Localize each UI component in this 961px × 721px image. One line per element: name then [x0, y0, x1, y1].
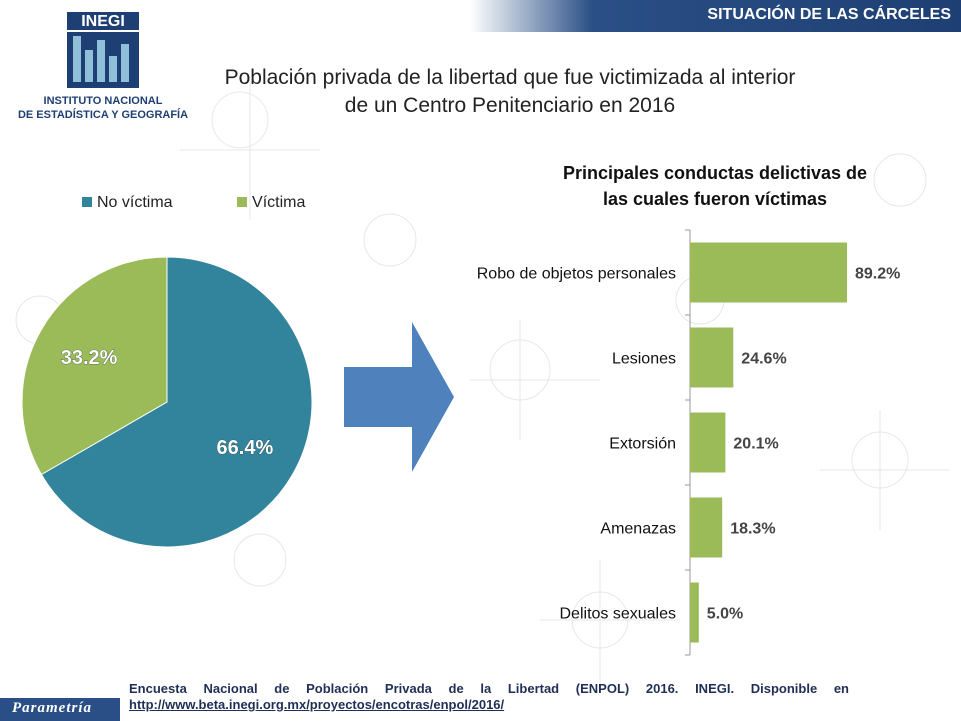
bar-chart-title: Principales conductas delictivas de las …	[545, 160, 885, 212]
bar	[690, 242, 847, 303]
bar-value-label: 89.2%	[855, 266, 900, 283]
bar-category-label: Robo de objetos personales	[477, 266, 676, 283]
pie-slice-no-v-ctima	[40, 256, 313, 548]
inegi-logo: INEGI INSTITUTO NACIONAL DE ESTADÍSTICA …	[18, 12, 188, 121]
bar-value-label: 5.0%	[707, 606, 743, 623]
bar-category-label: Extorsión	[609, 436, 676, 453]
pie-label-no-v-ctima: 66.4%	[217, 437, 274, 459]
header-bar: SITUACIÓN DE LAS CÁRCELES	[470, 0, 961, 32]
right-arrow-icon	[344, 322, 454, 472]
page-title-line1: Población privada de la libertad que fue…	[224, 66, 796, 89]
legend-swatch-no-victima	[82, 196, 92, 207]
pie-legend: No víctima Víctima	[82, 194, 365, 212]
bar-category-label: Lesiones	[612, 351, 676, 368]
legend-item-victima: Víctima	[237, 194, 305, 212]
bar	[690, 582, 699, 643]
bar-chart-title-line2: las cuales fueron víctimas	[602, 189, 828, 209]
source-note: Encuesta Nacional de Población Privada d…	[129, 681, 849, 696]
page-title-line2: de un Centro Penitenciario en 2016	[344, 94, 676, 117]
bar-value-label: 18.3%	[730, 521, 775, 538]
logo-line2: DE ESTADÍSTICA Y GEOGRAFÍA	[18, 108, 188, 121]
logo-acronym: INEGI	[81, 13, 125, 30]
pie-label-v-ctima: 33.2%	[61, 347, 118, 369]
brand-bar: Parametría	[0, 698, 120, 721]
bar	[690, 497, 723, 558]
bar	[690, 327, 734, 388]
logo-line1: INSTITUTO NACIONAL	[44, 95, 163, 107]
bar	[690, 412, 726, 473]
pie-chart: 66.4% 33.2%	[21, 256, 313, 548]
bar-chart: Robo de objetos personales 89.2% Lesiones 2…	[477, 229, 900, 656]
bar-chart-title-line1: Principales conductas delictivas de	[562, 163, 868, 183]
bar-category-label: Delitos sexuales	[560, 606, 677, 623]
legend-item-no-victima: No víctima	[82, 194, 173, 212]
page-title: Población privada de la libertad que fue…	[200, 64, 820, 120]
legend-label-victima: Víctima	[252, 194, 306, 211]
legend-label-no-victima: No víctima	[97, 194, 173, 211]
legend-swatch-victima	[237, 196, 248, 207]
brand-name: Parametría	[12, 700, 92, 716]
bar-value-label: 20.1%	[733, 436, 778, 453]
pie-slice-v-ctima	[21, 256, 168, 476]
bar-value-label: 24.6%	[741, 351, 786, 368]
section-title: SITUACIÓN DE LAS CÁRCELES	[707, 6, 951, 23]
source-link[interactable]: http://www.beta.inegi.org.mx/proyectos/e…	[129, 697, 505, 712]
bar-category-label: Amenazas	[600, 521, 676, 538]
